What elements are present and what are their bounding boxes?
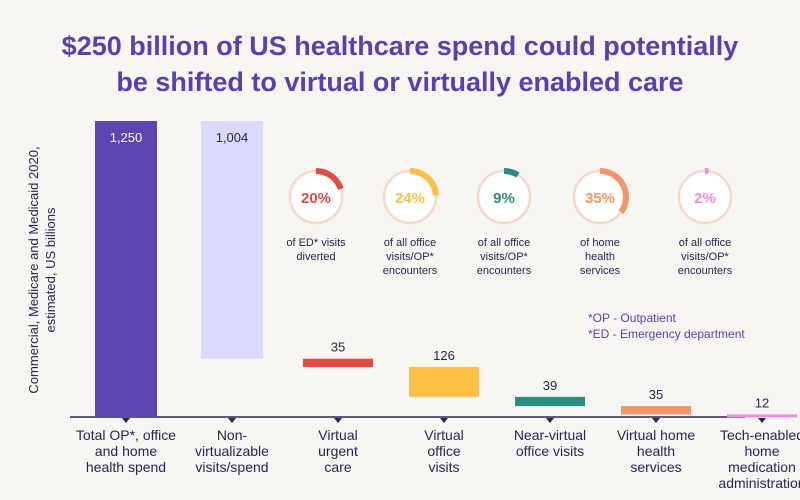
footnote-ed: *ED - Emergency department	[588, 327, 745, 341]
value-label-2: 1,004	[216, 130, 249, 145]
value-label-5: 39	[543, 378, 557, 393]
category-label-1-line-1: Total OP*, office	[75, 427, 177, 443]
share-caption-2: of all office visits/OP* encounters	[360, 236, 460, 278]
share-caption-4-line-1: of home	[580, 237, 620, 249]
tick-marker-5	[546, 418, 554, 423]
tick-marker-3	[334, 418, 342, 423]
share-arc-4	[599, 168, 629, 215]
category-label-7-line-2: home	[744, 443, 780, 459]
category-label-6-line-2: health	[636, 443, 676, 459]
share-caption-5-line-1: of all office	[678, 237, 732, 249]
category-label-4-line-3: visits	[428, 459, 460, 475]
category-label-5: Near-virtual office visits	[495, 427, 605, 459]
share-caption-2-line-2: visits/OP*	[386, 251, 434, 263]
category-label-6-line-3: services	[630, 459, 682, 475]
category-label-6-line-1: Virtual home	[616, 427, 696, 443]
share-caption-5-line-3: encounters	[677, 265, 733, 277]
share-caption-2-line-1: of all office	[383, 237, 437, 249]
category-label-2-line-2: virtualizable	[195, 443, 269, 459]
footnotes: *OP - Outpatient *ED - Emergency departm…	[588, 310, 745, 342]
share-caption-1-line-1: of ED* visits	[286, 237, 346, 249]
category-label-3-line-3: care	[324, 459, 352, 475]
category-label-1-line-3: health spend	[85, 459, 167, 475]
category-label-6: Virtual home health services	[601, 427, 711, 475]
share-arc-3	[503, 168, 520, 178]
value-label-3: 35	[331, 340, 345, 355]
share-caption-3-line-3: encounters	[476, 265, 532, 277]
category-label-3-line-2: urgent	[318, 443, 358, 459]
bar-3	[303, 358, 373, 368]
bar-6	[621, 406, 691, 415]
category-label-2: Non-virtualizable visits/spend	[177, 427, 287, 475]
category-label-3: Virtual urgent care	[283, 427, 393, 475]
category-label-7-line-4: administration	[718, 475, 800, 491]
bar-2	[201, 121, 263, 359]
share-caption-3-line-1: of all office	[477, 237, 531, 249]
share-caption-4: of home health services	[550, 236, 650, 278]
share-caption-5-line-2: visits/OP*	[681, 251, 729, 263]
category-label-7: Tech-enabled home medication administration	[707, 427, 800, 491]
category-label-5-line-2: office visits	[515, 443, 585, 459]
footnote-op: *OP - Outpatient	[588, 311, 676, 325]
share-caption-5: of all office visits/OP* encounters	[655, 236, 755, 278]
bar-4	[409, 367, 479, 397]
share-caption-1-line-2: diverted	[296, 251, 336, 263]
category-label-4: Virtual office visits	[389, 427, 499, 475]
chart-title-line-2: be shifted to virtual or virtually enabl…	[116, 67, 684, 97]
share-percent-3: 9%	[493, 190, 515, 207]
category-label-3-line-1: Virtual	[318, 427, 358, 443]
category-label-1: Total OP*, office and home health spend	[71, 427, 181, 475]
share-caption-3: of all office visits/OP* encounters	[454, 236, 554, 278]
chart-title: $250 billion of US healthcare spend coul…	[0, 28, 800, 100]
value-label-1: 1,250	[110, 130, 143, 145]
category-label-4-line-1: Virtual	[424, 427, 464, 443]
tick-marker-7	[758, 418, 766, 423]
category-label-2-line-3: visits/spend	[195, 459, 269, 475]
value-label-6: 35	[649, 387, 663, 402]
category-label-1-line-2: and home	[94, 443, 158, 459]
share-caption-4-line-2: health	[585, 251, 615, 263]
category-label-5-line-1: Near-virtual	[513, 427, 587, 443]
tick-marker-2	[228, 418, 236, 423]
share-caption-3-line-2: visits/OP*	[480, 251, 528, 263]
share-percent-4: 35%	[585, 190, 615, 207]
share-arc-2	[409, 168, 439, 196]
share-caption-2-line-3: encounters	[382, 265, 438, 277]
share-percent-5: 2%	[694, 190, 716, 207]
bar-7	[727, 414, 797, 418]
tick-marker-6	[652, 418, 660, 423]
share-percent-1: 20%	[301, 190, 331, 207]
tick-marker-4	[440, 418, 448, 423]
category-label-7-line-3: medication	[728, 459, 796, 475]
category-label-7-line-1: Tech-enabled	[719, 427, 800, 443]
category-label-2-line-1: Non-	[216, 427, 248, 443]
chart-title-line-1: $250 billion of US healthcare spend coul…	[61, 31, 739, 61]
value-label-7: 12	[755, 395, 769, 410]
tick-marker-1	[122, 418, 130, 423]
category-label-4-line-2: office	[427, 443, 461, 459]
share-caption-1: of ED* visits diverted	[266, 236, 366, 264]
bar-5	[515, 396, 585, 407]
value-label-4: 126	[433, 348, 455, 363]
share-caption-4-line-3: services	[579, 265, 621, 277]
share-percent-2: 24%	[395, 190, 425, 207]
bar-1	[95, 121, 157, 417]
share-arc-1	[315, 168, 344, 191]
